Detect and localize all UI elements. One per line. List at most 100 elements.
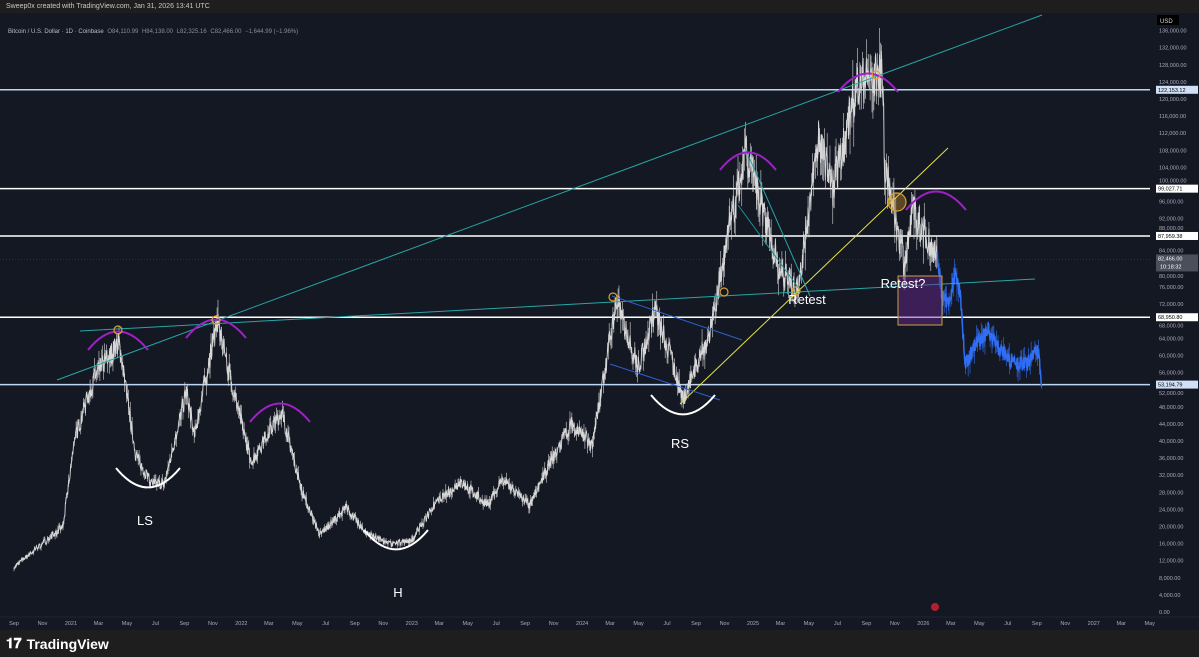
- x-tick-label: 2022: [235, 621, 247, 627]
- x-tick-label: May: [122, 621, 133, 627]
- y-tick-label: 48,000.00: [1159, 405, 1183, 411]
- x-tick-label: May: [463, 621, 474, 627]
- x-tick-label: Jul: [152, 621, 159, 627]
- x-tick-label: Nov: [1060, 621, 1070, 627]
- neckline-trendline[interactable]: [79, 278, 1036, 332]
- top-arc[interactable]: [837, 72, 899, 93]
- retest-zone-box[interactable]: [897, 275, 943, 326]
- level-price-label: 53,194.79: [1158, 383, 1182, 389]
- open-value: O84,110.99: [107, 29, 139, 35]
- x-tick-label: Jul: [834, 621, 841, 627]
- top-arc[interactable]: [719, 151, 777, 171]
- flag-lower-trendline[interactable]: [737, 204, 801, 291]
- y-tick-label: 64,000.00: [1159, 336, 1183, 342]
- x-tick-label: Sep: [1032, 621, 1042, 627]
- flag-trendline[interactable]: [744, 147, 811, 297]
- support-trendline[interactable]: [679, 147, 949, 405]
- x-tick-label: Nov: [720, 621, 730, 627]
- y-tick-label: 16,000.00: [1159, 542, 1183, 548]
- top-arc[interactable]: [905, 190, 967, 211]
- tradingview-logo[interactable]: 𝟏𝟕 TradingView: [6, 635, 109, 652]
- bottom-arc[interactable]: [115, 467, 181, 489]
- pivot-marker[interactable]: [113, 325, 123, 335]
- bottom-arc[interactable]: [363, 529, 429, 551]
- y-tick-label: 124,000.00: [1159, 80, 1187, 86]
- y-tick-label: 4,000.00: [1159, 593, 1180, 599]
- y-tick-label: 44,000.00: [1159, 422, 1183, 428]
- y-tick-label: 120,000.00: [1159, 97, 1187, 103]
- y-tick-label: 84,000.00: [1159, 248, 1183, 254]
- pivot-marker[interactable]: [887, 192, 907, 212]
- channel-upper-line[interactable]: [611, 295, 743, 341]
- x-tick-label: May: [804, 621, 815, 627]
- y-tick-label: 104,000.00: [1159, 165, 1187, 171]
- y-tick-label: 72,000.00: [1159, 302, 1183, 308]
- x-tick-label: Nov: [208, 621, 218, 627]
- pivot-marker[interactable]: [719, 287, 729, 297]
- y-tick-label: 60,000.00: [1159, 354, 1183, 360]
- price-axis[interactable]: [1150, 13, 1199, 630]
- top-arc[interactable]: [87, 330, 149, 351]
- y-tick-label: 100,000.00: [1159, 179, 1187, 185]
- high-value: H84,138.00: [141, 29, 173, 35]
- projection-series-line: [936, 251, 1043, 387]
- channel-lower-line[interactable]: [609, 363, 721, 401]
- y-tick-label: 136,000.00: [1159, 29, 1187, 35]
- pivot-marker[interactable]: [608, 292, 618, 302]
- symbol-title[interactable]: Bitcoin / U.S. Dollar · 1D · Coinbase: [8, 29, 104, 35]
- y-tick-label: 36,000.00: [1159, 456, 1183, 462]
- y-tick-label: 12,000.00: [1159, 559, 1183, 565]
- y-tick-label: 128,000.00: [1159, 63, 1187, 69]
- x-tick-label: May: [1145, 621, 1156, 627]
- bottom-arc[interactable]: [650, 394, 716, 416]
- level-price-tag: [1156, 184, 1198, 193]
- y-tick-label: 132,000.00: [1159, 46, 1187, 52]
- x-tick-label: Nov: [38, 621, 48, 627]
- attribution-text: Sweep0x created with TradingView.com, Ja…: [6, 3, 210, 10]
- y-tick-label: 56,000.00: [1159, 371, 1183, 377]
- x-tick-label: 2024: [576, 621, 588, 627]
- pivot-marker[interactable]: [871, 70, 881, 80]
- x-tick-label: Mar: [946, 621, 956, 627]
- x-tick-label: 2027: [1088, 621, 1100, 627]
- y-tick-label: 80,000.00: [1159, 274, 1183, 280]
- symbol-legend: Bitcoin / U.S. Dollar · 1D · Coinbase O8…: [8, 29, 298, 35]
- x-tick-label: May: [633, 621, 644, 627]
- y-tick-label: 28,000.00: [1159, 490, 1183, 496]
- x-tick-label: Mar: [776, 621, 786, 627]
- x-tick-label: Mar: [1117, 621, 1127, 627]
- x-tick-label: 2021: [65, 621, 77, 627]
- y-tick-label: 112,000.00: [1159, 131, 1186, 137]
- x-tick-label: Nov: [378, 621, 388, 627]
- level-price-tag: [1156, 231, 1198, 240]
- top-arc[interactable]: [185, 318, 247, 339]
- tradingview-icon: 𝟏𝟕: [6, 635, 22, 651]
- pivot-marker[interactable]: [791, 286, 801, 296]
- y-tick-label: 76,000.00: [1159, 285, 1183, 291]
- price-chart[interactable]: USD 136,000.00 132,000.00 128,000.00 124,000…: [0, 13, 1199, 630]
- level-price-tag: [1156, 313, 1198, 322]
- annotation-label-retest: Retest: [788, 292, 826, 307]
- level-price-tag: [1156, 380, 1198, 389]
- top-arc[interactable]: [249, 402, 311, 423]
- projection-series: [936, 238, 1043, 389]
- x-tick-label: Jul: [493, 621, 500, 627]
- x-tick-label: Sep: [691, 621, 701, 627]
- level-price-label: 68,950.80: [1158, 315, 1182, 321]
- currency-label: USD: [1160, 19, 1173, 25]
- chart-area[interactable]: USD 136,000.00 132,000.00 128,000.00 124,000…: [0, 13, 1199, 630]
- x-tick-label: Jul: [664, 621, 671, 627]
- x-tick-label: Sep: [350, 621, 360, 627]
- brand-name: TradingView: [26, 635, 109, 652]
- x-tick-label: 2026: [917, 621, 929, 627]
- y-tick-label: 40,000.00: [1159, 439, 1183, 445]
- y-tick-label: 96,000.00: [1159, 200, 1183, 206]
- y-tick-label: 52,000.00: [1159, 391, 1183, 397]
- current-price-label: 82,466.00: [1158, 256, 1182, 262]
- event-icon[interactable]: [931, 603, 939, 611]
- x-tick-label: Sep: [861, 621, 871, 627]
- y-tick-label: 116,000.00: [1159, 114, 1186, 120]
- x-tick-label: Jul: [1004, 621, 1011, 627]
- x-tick-label: Nov: [890, 621, 900, 627]
- pivot-marker[interactable]: [211, 315, 221, 325]
